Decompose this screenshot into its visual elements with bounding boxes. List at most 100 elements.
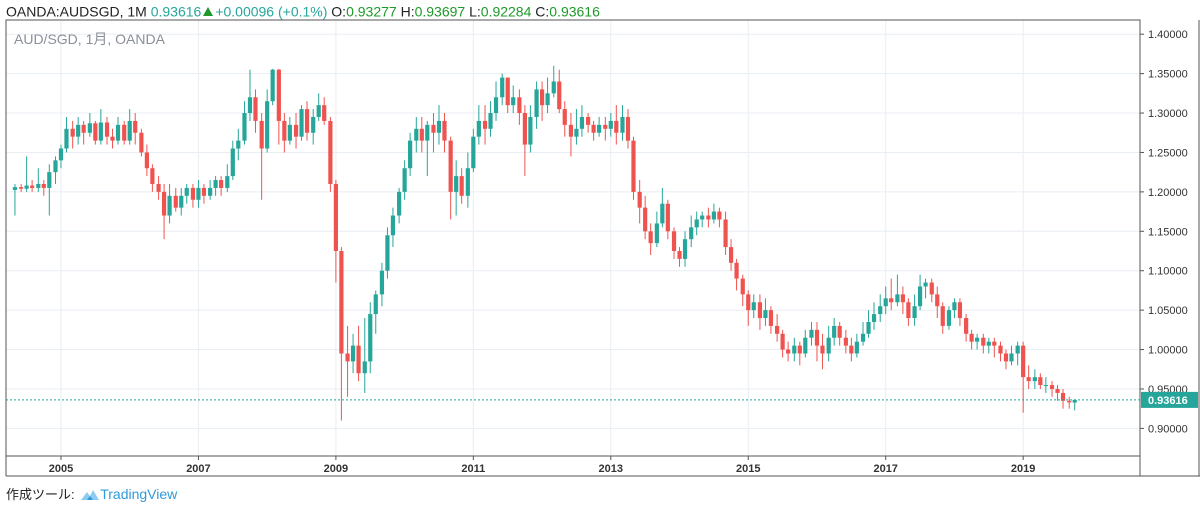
candle-body bbox=[1038, 377, 1043, 386]
candle bbox=[1021, 341, 1026, 413]
candle bbox=[677, 247, 682, 267]
candle bbox=[144, 144, 149, 177]
candle bbox=[259, 113, 264, 200]
candle-body bbox=[1049, 385, 1055, 389]
candle-body bbox=[98, 122, 103, 141]
candle-body bbox=[53, 160, 58, 173]
candle bbox=[213, 176, 218, 196]
candle-body bbox=[459, 176, 464, 196]
candle bbox=[539, 81, 545, 121]
candle-body bbox=[1072, 399, 1077, 403]
x-tick-label: 2017 bbox=[873, 463, 897, 475]
candle-body bbox=[866, 321, 871, 334]
tradingview-logo-icon[interactable] bbox=[80, 488, 100, 504]
candle-body bbox=[998, 345, 1003, 354]
candle bbox=[368, 302, 373, 374]
candle bbox=[184, 183, 189, 204]
candle bbox=[70, 120, 75, 149]
candle bbox=[419, 116, 424, 153]
candle-body bbox=[265, 101, 270, 149]
candle-body bbox=[912, 306, 917, 319]
candle-body bbox=[373, 294, 378, 315]
price-change: +0.00096 (+0.1%) bbox=[215, 3, 328, 20]
candle bbox=[98, 109, 103, 145]
candle bbox=[608, 113, 613, 137]
candle bbox=[442, 113, 447, 153]
candle-body bbox=[397, 191, 402, 216]
candle-body bbox=[30, 185, 35, 188]
candle-body bbox=[36, 183, 41, 188]
candle bbox=[883, 286, 888, 315]
candles bbox=[12, 65, 1077, 421]
candle bbox=[350, 333, 356, 374]
candle bbox=[247, 69, 253, 121]
candle-body bbox=[557, 81, 562, 110]
candle-body bbox=[1026, 377, 1031, 382]
candle bbox=[643, 195, 648, 240]
candle-body bbox=[832, 325, 837, 338]
candle bbox=[253, 89, 258, 133]
candle-body bbox=[339, 251, 344, 354]
candle-body bbox=[127, 120, 132, 141]
candle bbox=[946, 306, 952, 330]
candle-body bbox=[190, 187, 196, 200]
candle-body bbox=[161, 191, 167, 216]
candle-body bbox=[528, 116, 533, 145]
candle bbox=[964, 314, 969, 342]
candle bbox=[1049, 381, 1055, 397]
candle bbox=[889, 278, 894, 311]
candle bbox=[64, 116, 69, 153]
candle-body bbox=[792, 345, 797, 354]
candle bbox=[58, 144, 64, 169]
candle-body bbox=[350, 345, 356, 362]
candle bbox=[414, 116, 419, 153]
candle-body bbox=[64, 128, 69, 149]
candle bbox=[631, 136, 636, 200]
candle-body bbox=[717, 211, 722, 220]
symbol-name[interactable]: OANDA:AUDSGD, 1M bbox=[6, 3, 147, 20]
candle bbox=[201, 183, 207, 204]
y-tick-label: 1.15000 bbox=[1148, 226, 1188, 238]
candle-body bbox=[849, 345, 854, 354]
candle-body bbox=[689, 227, 694, 240]
candle bbox=[711, 203, 716, 224]
candle bbox=[379, 262, 385, 307]
candle-body bbox=[431, 124, 436, 133]
candle-body bbox=[545, 93, 550, 106]
footer-brand-link[interactable]: TradingView bbox=[100, 486, 178, 502]
candle bbox=[454, 160, 459, 216]
candle bbox=[156, 176, 161, 200]
candle bbox=[385, 227, 390, 279]
candle bbox=[76, 116, 81, 145]
candle bbox=[786, 341, 791, 362]
candle bbox=[775, 314, 780, 342]
candle bbox=[397, 187, 402, 224]
candle bbox=[614, 105, 619, 145]
candle bbox=[81, 120, 86, 145]
candle-body bbox=[402, 168, 407, 192]
candle-body bbox=[139, 132, 144, 153]
candle bbox=[161, 183, 167, 240]
candle-body bbox=[488, 113, 493, 129]
candle bbox=[431, 113, 436, 153]
candle-body bbox=[58, 148, 64, 161]
candle-body bbox=[625, 116, 631, 141]
candle bbox=[110, 128, 115, 149]
candle-body bbox=[814, 329, 820, 346]
candle bbox=[625, 109, 631, 149]
candle bbox=[843, 329, 848, 354]
candle-body bbox=[276, 69, 281, 121]
candle bbox=[591, 120, 596, 141]
candle-body bbox=[368, 314, 373, 362]
candle-body bbox=[184, 187, 189, 196]
candle bbox=[562, 101, 567, 137]
candle-body bbox=[493, 97, 499, 114]
low-value: 0.92284 bbox=[480, 3, 532, 20]
candle bbox=[878, 294, 883, 322]
candle bbox=[190, 183, 196, 208]
candle bbox=[1072, 399, 1077, 411]
candle bbox=[992, 337, 997, 358]
candle bbox=[225, 164, 230, 192]
x-tick-label: 2005 bbox=[49, 463, 73, 475]
